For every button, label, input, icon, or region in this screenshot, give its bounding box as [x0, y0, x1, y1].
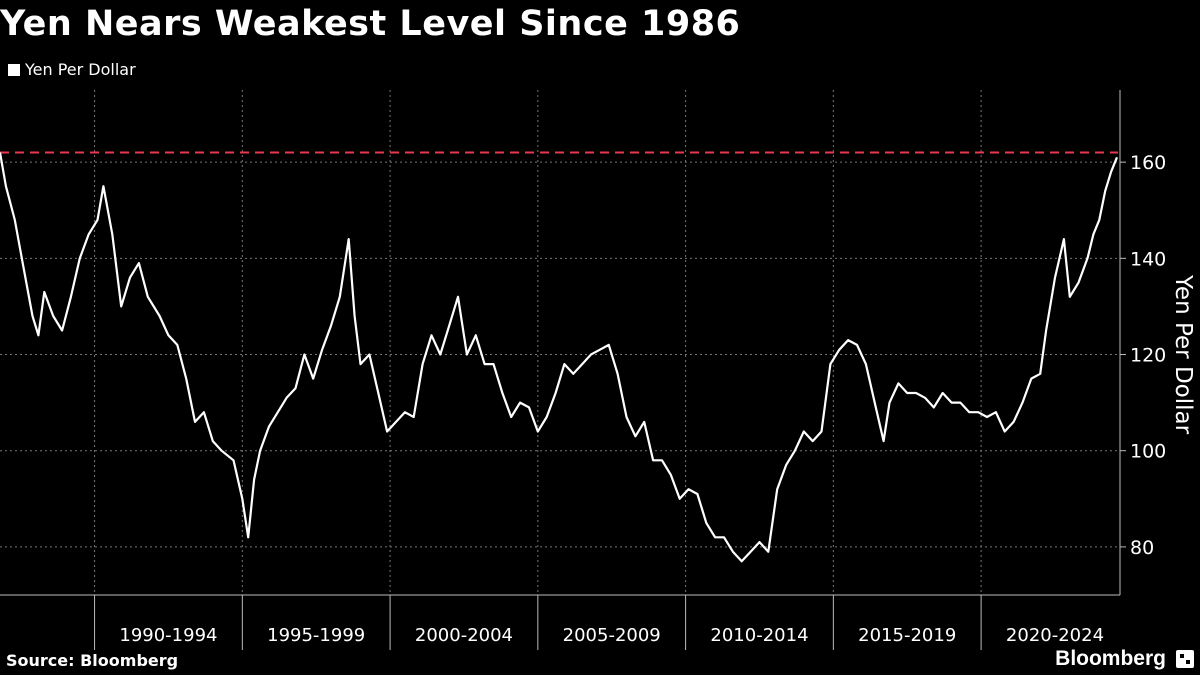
bloomberg-icon — [1176, 650, 1194, 668]
legend: Yen Per Dollar — [8, 60, 136, 79]
x-tick-label: 2015-2019 — [858, 625, 956, 646]
brand-logo-text: Bloomberg — [1055, 647, 1166, 670]
x-tick-label: 1995-1999 — [267, 625, 365, 646]
y-axis-label-group: Yen Per Dollar — [1170, 274, 1196, 435]
y-tick-label: 140 — [1130, 248, 1166, 270]
y-tick-label: 160 — [1130, 152, 1166, 174]
source-note: Source: Bloomberg — [6, 651, 179, 670]
grid — [0, 90, 1120, 595]
axes: 1990-1994 1995-1999 2000-2004 2005-2009 2010… — [0, 90, 1166, 650]
y-tick-label: 100 — [1130, 441, 1166, 463]
x-tick-label: 1990-1994 — [119, 625, 217, 646]
series-group — [0, 152, 1119, 563]
y-tick-label: 120 — [1130, 345, 1166, 367]
x-tick-label: 2000-2004 — [415, 625, 513, 646]
legend-label: Yen Per Dollar — [25, 60, 136, 79]
x-tick-label: 2020-2024 — [1006, 625, 1104, 646]
page-title: Yen Nears Weakest Level Since 1986 — [0, 4, 741, 44]
legend-swatch — [8, 63, 20, 76]
y-tick-label: 80 — [1130, 537, 1154, 559]
series-line-yen-per-dollar — [0, 152, 1119, 563]
y-axis-label: Yen Per Dollar — [1170, 274, 1196, 435]
x-tick-label: 2010-2014 — [710, 625, 808, 646]
x-tick-label: 2005-2009 — [563, 625, 661, 646]
